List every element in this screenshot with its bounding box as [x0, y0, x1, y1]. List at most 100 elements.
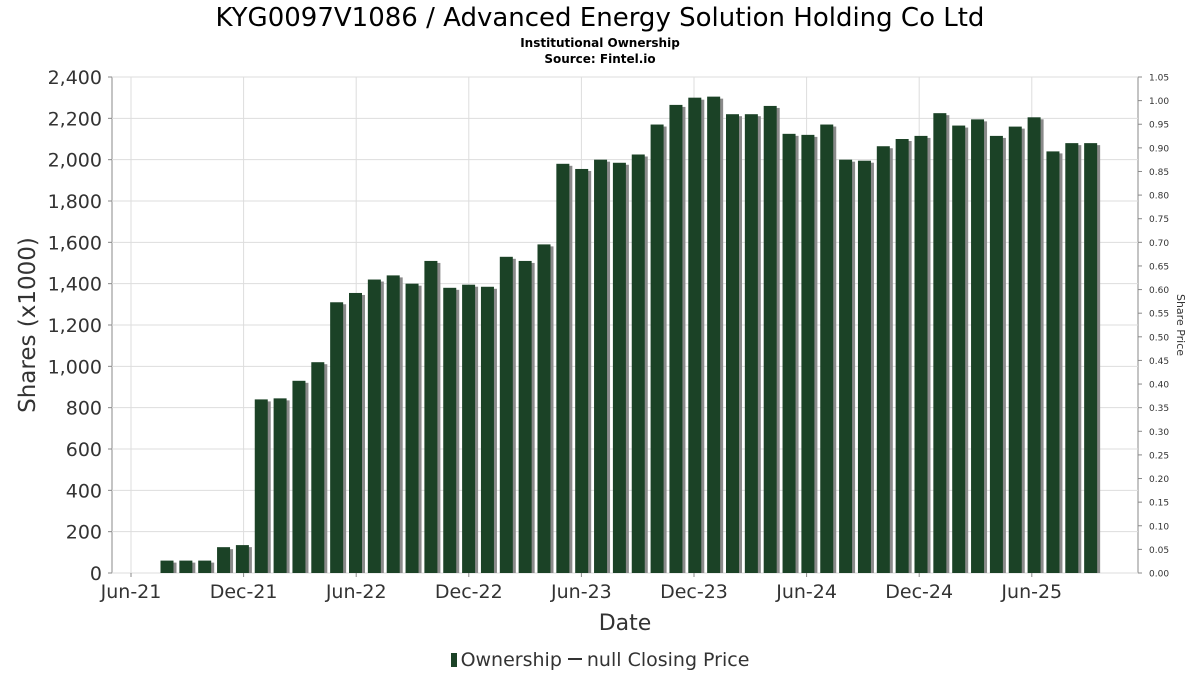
ownership-bar — [801, 134, 815, 573]
ownership-bar — [1008, 126, 1022, 573]
ownership-bar — [480, 286, 494, 573]
ownership-bar — [1065, 143, 1079, 573]
x-tick-label: Jun-21 — [100, 581, 162, 603]
ownership-bar — [1084, 143, 1098, 573]
y-tick-label: 0 — [90, 563, 102, 585]
ownership-bar — [933, 113, 947, 574]
y2-tick-label: 0.60 — [1149, 286, 1169, 296]
y2-tick-label: 1.05 — [1149, 74, 1169, 84]
ownership-bar — [367, 279, 381, 573]
ownership-bar — [160, 560, 174, 573]
x-tick-label: Dec-23 — [660, 581, 728, 603]
ownership-bar — [273, 398, 287, 573]
y-tick-label: 1,600 — [48, 232, 102, 254]
y2-tick-label: 0.80 — [1149, 192, 1169, 202]
ownership-bar — [349, 292, 362, 573]
ownership-bar — [198, 560, 212, 573]
y-tick-label: 2,400 — [48, 67, 102, 89]
y2-tick-label: 0.95 — [1149, 121, 1169, 131]
ownership-bar — [292, 380, 306, 573]
y2-axis-title: Share Price — [1174, 294, 1187, 356]
y-tick-label: 200 — [66, 522, 102, 544]
ownership-bar — [895, 139, 909, 573]
y2-tick-label: 0.05 — [1149, 546, 1169, 556]
ownership-bar — [669, 104, 683, 574]
y2-tick-label: 0.55 — [1149, 310, 1169, 320]
ownership-bar — [631, 154, 645, 573]
ownership-bar — [443, 287, 457, 573]
y-axis-title: Shares (x1000) — [15, 237, 41, 413]
y-tick-label: 400 — [66, 480, 102, 502]
ownership-bar — [876, 146, 890, 573]
x-tick-label: Jun-24 — [775, 581, 837, 603]
ownership-legend-swatch — [450, 653, 457, 667]
y-tick-label: 2,000 — [48, 150, 102, 172]
y-tick-label: 600 — [66, 439, 102, 461]
chart-legend: Ownership null Closing Price — [0, 648, 1200, 672]
y2-tick-label: 0.25 — [1149, 451, 1169, 461]
ownership-bar — [650, 124, 664, 574]
y2-tick-label: 0.70 — [1149, 239, 1169, 249]
y2-tick-label: 1.00 — [1149, 97, 1169, 107]
ownership-bar — [330, 302, 344, 573]
x-tick-label: Jun-25 — [1000, 581, 1062, 603]
y2-tick-label: 0.85 — [1149, 168, 1169, 178]
y2-tick-label: 0.20 — [1149, 475, 1169, 485]
y-tick-label: 1,200 — [48, 315, 102, 337]
ownership-bar — [914, 135, 928, 573]
chart-source: Source: Fintel.io — [544, 52, 656, 66]
ownership-bar — [575, 168, 589, 573]
y2-tick-label: 0.75 — [1149, 215, 1169, 225]
ownership-bar — [556, 163, 570, 574]
ownership-bar — [462, 284, 476, 573]
x-tick-label: Jun-23 — [550, 581, 612, 603]
ownership-bar — [612, 162, 626, 573]
ownership-bar — [820, 124, 834, 574]
legend-ownership-label: Ownership — [460, 649, 562, 671]
ownership-bar — [1027, 117, 1041, 574]
ownership-bar — [726, 114, 739, 573]
x-tick-label: Dec-22 — [435, 581, 503, 603]
ownership-bar — [952, 125, 966, 574]
y2-tick-label: 0.00 — [1149, 570, 1169, 580]
ownership-bar — [971, 119, 985, 573]
y2-tick-label: 0.30 — [1149, 428, 1169, 438]
ownership-bar — [405, 283, 419, 573]
ownership-bar — [518, 260, 532, 573]
ownership-bar — [499, 256, 513, 573]
ownership-bar — [1046, 151, 1060, 573]
ownership-bar — [217, 547, 231, 573]
ownership-bar — [839, 159, 853, 573]
x-axis-title: Date — [599, 611, 652, 636]
y2-tick-label: 0.90 — [1149, 144, 1169, 154]
y2-tick-label: 0.40 — [1149, 381, 1169, 391]
ownership-bar — [386, 275, 400, 573]
y-tick-label: 800 — [66, 398, 102, 420]
ownership-bar — [594, 159, 608, 573]
y-tick-label: 1,800 — [48, 191, 102, 213]
chart-subtitle: Institutional Ownership — [520, 36, 680, 50]
ownership-bar — [424, 260, 438, 573]
y2-tick-label: 0.10 — [1149, 522, 1169, 532]
ownership-bar — [254, 399, 268, 573]
chart-title: KYG0097V1086 / Advanced Energy Solution … — [215, 3, 985, 33]
y-tick-label: 2,200 — [48, 108, 102, 130]
y2-tick-label: 0.15 — [1149, 499, 1169, 509]
y2-tick-label: 0.65 — [1149, 262, 1169, 272]
x-tick-label: Dec-24 — [885, 581, 953, 603]
ownership-bar — [688, 97, 702, 574]
ownership-bar — [311, 362, 325, 573]
legend-price-label: null Closing Price — [586, 649, 750, 671]
ownership-bar — [179, 560, 193, 573]
ownership-bar — [537, 244, 551, 573]
ownership-bar — [989, 135, 1003, 573]
ownership-bar — [857, 160, 871, 573]
ownership-bar — [707, 96, 721, 573]
y-tick-label: 1,400 — [48, 274, 102, 296]
ownership-bar — [744, 114, 758, 573]
price-legend-swatch — [567, 658, 582, 660]
y2-tick-label: 0.50 — [1149, 333, 1169, 343]
ownership-bar — [235, 545, 249, 573]
y2-tick-label: 0.35 — [1149, 404, 1169, 414]
